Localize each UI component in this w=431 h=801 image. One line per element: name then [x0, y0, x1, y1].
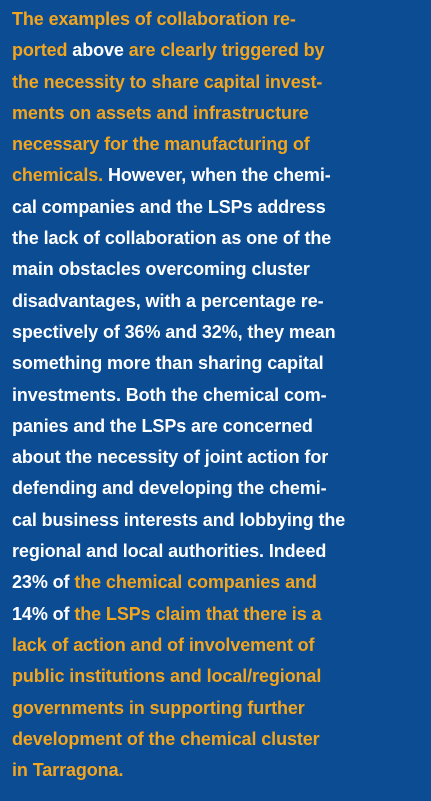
text-line: development of the chemical cluster: [12, 724, 431, 755]
text-line: about the necessity of joint action for: [12, 442, 431, 473]
text-line: panies and the LSPs are concerned: [12, 411, 431, 442]
text-segment: regional and local authorities. Indeed: [12, 541, 327, 562]
text-line: ments on assets and infrastructure: [12, 98, 431, 129]
text-segment: the LSPs claim that there is a: [74, 603, 322, 624]
text-line: 14% of the LSPs claim that there is a: [12, 599, 431, 630]
text-segment: cal business interests and lobbying the: [12, 509, 346, 530]
text-segment: are clearly triggered by: [128, 40, 325, 61]
text-line: main obstacles overcoming cluster: [12, 254, 431, 285]
text-line: chemicals. However, when the chemi-: [12, 160, 431, 191]
text-line: regional and local authorities. Indeed: [12, 536, 431, 567]
text-segment: disadvantages, with a percentage re-: [12, 290, 324, 311]
text-segment: above: [67, 40, 129, 61]
text-segment: governments in supporting further: [12, 697, 305, 718]
text-line: in Tarragona.: [12, 755, 431, 786]
text-segment: lack of action and of involvement of: [12, 634, 315, 655]
text-line: lack of action and of involvement of: [12, 630, 431, 661]
text-segment: However, when the chemi-: [103, 165, 331, 186]
text-line: something more than sharing capital: [12, 348, 431, 379]
text-segment: The examples of collaboration re-: [12, 9, 296, 29]
text-segment: the lack of collaboration as one of the: [12, 228, 332, 249]
text-line: investments. Both the chemical com-: [12, 380, 431, 411]
text-segment: main obstacles overcoming cluster: [12, 259, 310, 280]
text-line: ported above are clearly triggered by: [12, 35, 431, 66]
text-line: necessary for the manufacturing of: [12, 129, 431, 160]
text-line: cal business interests and lobbying the: [12, 505, 431, 536]
text-line: governments in supporting further: [12, 693, 431, 724]
text-segment: spectively of 36% and 32%, they mean: [12, 321, 336, 342]
text-segment: chemicals.: [12, 165, 104, 186]
text-segment: in Tarragona.: [12, 760, 124, 781]
text-segment: about the necessity of joint action for: [12, 447, 329, 468]
text-line: spectively of 36% and 32%, they mean: [12, 317, 431, 348]
text-line: disadvantages, with a percentage re-: [12, 286, 431, 317]
text-segment: ported: [12, 40, 68, 61]
text-segment: cal companies and the LSPs address: [12, 196, 326, 217]
text-segment: ments on assets and infrastructure: [12, 102, 309, 123]
text-segment: the necessity to share capital invest-: [12, 71, 323, 92]
text-segment: the chemical companies and: [74, 572, 317, 593]
text-line: the lack of collaboration as one of the: [12, 223, 431, 254]
text-segment: development of the chemical cluster: [12, 728, 320, 749]
text-segment: 23% of: [12, 572, 75, 593]
text-line: The examples of collaboration re-: [12, 4, 431, 35]
text-segment: public institutions and local/regional: [12, 666, 322, 687]
text-line: 23% of the chemical companies and: [12, 567, 431, 598]
text-segment: something more than sharing capital: [12, 353, 324, 374]
text-segment: necessary for the manufacturing of: [12, 134, 310, 155]
text-segment: investments. Both the chemical com-: [12, 384, 327, 405]
text-line: public institutions and local/regional: [12, 661, 431, 692]
text-segment: 14% of: [12, 603, 75, 624]
text-line: the necessity to share capital invest-: [12, 67, 431, 98]
text-line: cal companies and the LSPs address: [12, 192, 431, 223]
text-line: defending and developing the chemi-: [12, 473, 431, 504]
text-segment: defending and developing the chemi-: [12, 478, 327, 499]
text-segment: panies and the LSPs are concerned: [12, 415, 313, 436]
